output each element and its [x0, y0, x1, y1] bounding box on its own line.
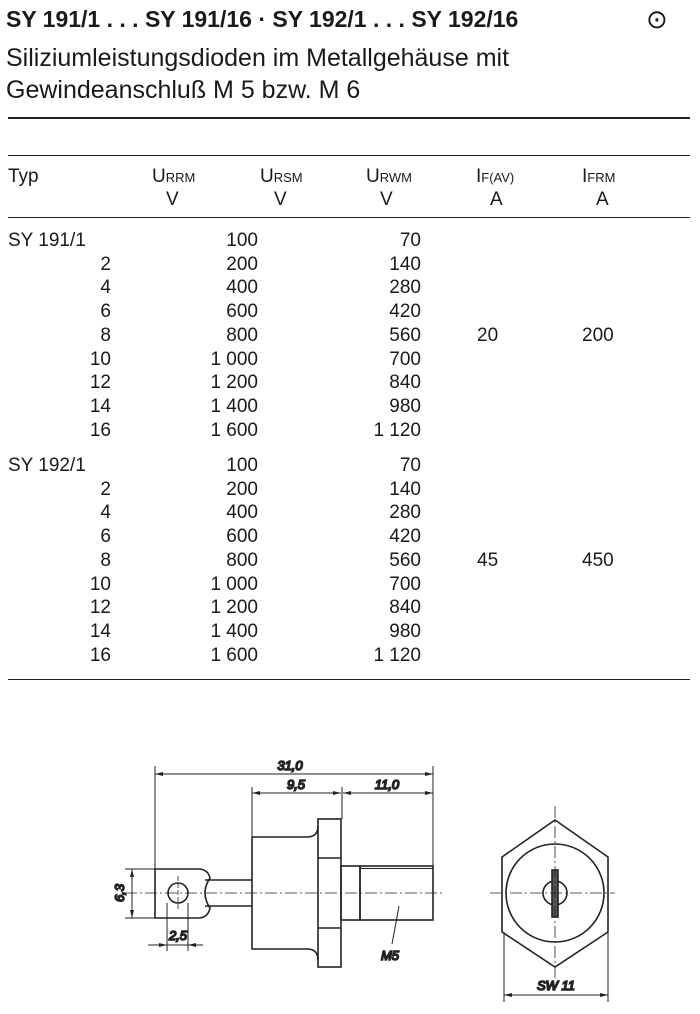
type-cell: 16: [89, 419, 111, 441]
type-cell: 4: [100, 502, 111, 524]
ifrm-cell: 200: [582, 324, 614, 346]
dim-total-label: 31,0: [277, 758, 303, 773]
urwm-cell: 1 120: [373, 419, 421, 441]
title-divider: [8, 117, 690, 119]
column-symbol: I: [476, 166, 482, 187]
column-header: URSM V: [260, 166, 303, 211]
type-cell: 10: [89, 573, 111, 595]
dim-body-label: 9,5: [287, 777, 306, 792]
column-header: IFRM A: [582, 166, 615, 211]
urrm-cell: 800: [226, 549, 258, 571]
urwm-cell: 980: [389, 620, 421, 642]
type-cell: 14: [89, 620, 111, 642]
type-cell: 12: [89, 372, 111, 394]
urwm-cell: 840: [389, 597, 421, 619]
urwm-cell: 700: [389, 348, 421, 370]
urwm-cell: 280: [389, 277, 421, 299]
column-header: IF(AV) A: [476, 166, 514, 211]
urwm-cell: 70: [399, 455, 421, 476]
end-view: SW 11: [490, 806, 615, 1002]
urwm-cell: 840: [389, 372, 421, 394]
subtitle-line-1: Siliziumleistungsdioden im Metallgehäuse…: [6, 44, 510, 72]
urrm-cell: 600: [226, 526, 258, 548]
urwm-cell: 420: [389, 526, 421, 548]
type-cell: 2: [100, 253, 111, 275]
column-header: URWM V: [366, 166, 412, 211]
if-av-cell: 45: [477, 549, 499, 571]
table-header-rule: [8, 217, 690, 218]
type-cell: 8: [100, 549, 111, 571]
urwm-cell: 1 120: [373, 644, 421, 666]
type-cell: 10: [89, 348, 111, 370]
dim-tab-label: 6,3: [112, 883, 127, 902]
urrm-cell: 1 600: [210, 644, 258, 666]
page-title: SY 191/1 . . . SY 191/16 · SY 192/1 . . …: [6, 6, 519, 32]
thread-label: M5: [381, 948, 400, 963]
urrm-cell: 1 200: [210, 372, 258, 394]
wrench-size-label: SW 11: [537, 978, 575, 993]
ifrm-cell: 450: [582, 549, 614, 571]
type-cell: 6: [100, 526, 111, 548]
column-subscript: FRM: [587, 170, 616, 185]
column-unit: V: [274, 189, 287, 210]
column-subscript: RWM: [379, 170, 412, 185]
column-header: URRM V: [152, 166, 195, 211]
column-symbol: Typ: [8, 166, 39, 187]
type-cell: SY 192/1: [8, 455, 86, 476]
type-cell: 4: [100, 277, 111, 299]
urrm-cell: 400: [226, 502, 258, 524]
urrm-cell: 800: [226, 324, 258, 346]
type-cell: 12: [89, 597, 111, 619]
type-cell: 8: [100, 324, 111, 346]
subtitle-line-2: Gewindeanschluß M 5 bzw. M 6: [6, 76, 361, 104]
dim-hole-label: 2,5: [168, 928, 188, 943]
urwm-cell: 280: [389, 502, 421, 524]
column-subscript: RRM: [165, 170, 196, 185]
urrm-cell: 100: [226, 455, 258, 476]
side-view: 31,0 9,5 11,0 6,3 2,5 M5: [111, 757, 442, 968]
column-symbol: U: [366, 166, 380, 187]
urrm-cell: 1 200: [210, 597, 258, 619]
type-cell: 16: [89, 644, 111, 666]
type-cell: SY 191/1: [8, 230, 86, 251]
urwm-cell: 140: [389, 478, 421, 500]
package-symbol-icon: ⊙: [646, 4, 668, 34]
column-unit: A: [596, 189, 609, 210]
urrm-cell: 600: [226, 301, 258, 323]
type-cell: 14: [89, 395, 111, 417]
urrm-cell: 1 400: [210, 395, 258, 417]
column-unit: V: [166, 189, 179, 210]
column-unit: A: [490, 189, 503, 210]
urwm-cell: 560: [389, 324, 421, 346]
column-unit: V: [380, 189, 393, 210]
urwm-cell: 140: [389, 253, 421, 275]
type-cell: 2: [100, 478, 111, 500]
urrm-cell: 1 400: [210, 620, 258, 642]
urwm-cell: 700: [389, 573, 421, 595]
column-symbol: U: [152, 166, 166, 187]
if-av-cell: 20: [477, 324, 499, 346]
urrm-cell: 1 000: [210, 348, 258, 370]
urwm-cell: 560: [389, 549, 421, 571]
urrm-cell: 1 000: [210, 573, 258, 595]
column-symbol: I: [582, 166, 588, 187]
column-subscript: RSM: [273, 170, 303, 185]
urwm-cell: 70: [399, 230, 421, 251]
urrm-cell: 200: [226, 478, 258, 500]
column-header: Typ: [8, 166, 39, 189]
table-top-rule: [8, 155, 690, 156]
urrm-cell: 200: [226, 253, 258, 275]
urrm-cell: 100: [226, 230, 258, 251]
table-bottom-rule: [8, 679, 690, 680]
urwm-cell: 980: [389, 395, 421, 417]
urrm-cell: 400: [226, 277, 258, 299]
column-symbol: U: [260, 166, 274, 187]
urwm-cell: 420: [389, 301, 421, 323]
dim-thread-label: 11,0: [375, 777, 400, 792]
column-subscript: F(AV): [481, 170, 515, 185]
urrm-cell: 1 600: [210, 419, 258, 441]
type-cell: 6: [100, 301, 111, 323]
